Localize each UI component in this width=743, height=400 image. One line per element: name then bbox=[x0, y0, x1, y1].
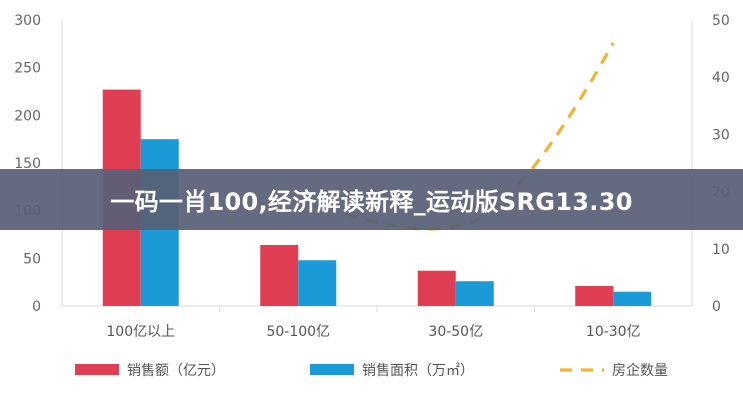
legend-label: 销售额（亿元） bbox=[127, 363, 225, 379]
right-tick-label: 30 bbox=[712, 127, 730, 143]
bar bbox=[417, 270, 456, 306]
left-tick-label: 250 bbox=[14, 61, 41, 77]
legend-swatch bbox=[310, 364, 354, 375]
bar bbox=[613, 291, 652, 306]
bar bbox=[260, 244, 299, 306]
right-tick-label: 10 bbox=[712, 242, 730, 258]
category-label: 50-100亿 bbox=[266, 324, 330, 340]
right-tick-label: 50 bbox=[712, 13, 730, 29]
legend: 销售额（亿元） 销售面积（万㎡） 房企数量 bbox=[75, 362, 668, 379]
category-label: 100亿以上 bbox=[106, 324, 175, 340]
right-axis: 01020304050 bbox=[691, 13, 730, 315]
left-tick-label: 200 bbox=[14, 108, 41, 124]
left-tick-label: 50 bbox=[23, 251, 41, 267]
right-tick-label: 40 bbox=[712, 70, 730, 86]
bar bbox=[298, 260, 337, 306]
left-tick-label: 300 bbox=[14, 13, 41, 29]
bar bbox=[575, 285, 614, 306]
bar bbox=[455, 281, 494, 306]
legend-swatch bbox=[75, 364, 119, 375]
left-tick-label: 150 bbox=[14, 156, 41, 172]
right-tick-label: 0 bbox=[712, 299, 721, 315]
legend-label: 销售面积（万㎡） bbox=[362, 363, 474, 379]
left-tick-label: 0 bbox=[32, 299, 41, 315]
category-label: 10-30亿 bbox=[586, 324, 641, 340]
banner-title: 一码一肖100,经济解读新释_运动版SRG13.30 bbox=[110, 188, 633, 216]
category-labels: 100亿以上 50-100亿 30-50亿 10-30亿 bbox=[106, 306, 641, 340]
legend-label: 房企数量 bbox=[612, 362, 668, 379]
title-banner: 一码一肖100,经济解读新释_运动版SRG13.30 bbox=[0, 169, 743, 230]
category-label: 30-50亿 bbox=[428, 324, 483, 340]
